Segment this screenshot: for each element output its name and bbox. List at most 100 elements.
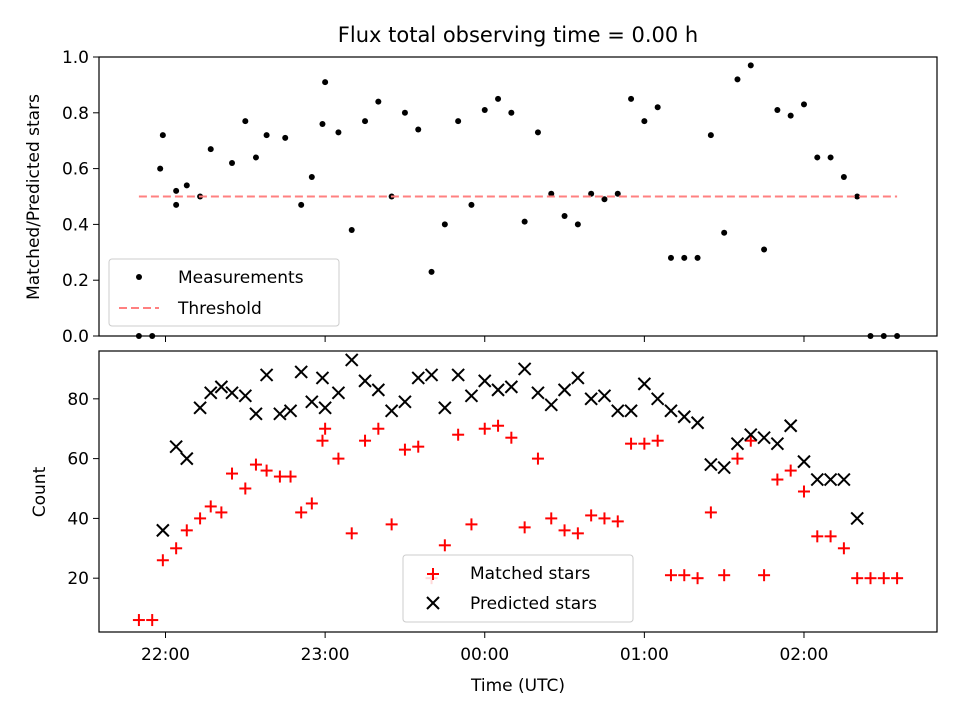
matched-star-point	[215, 506, 228, 519]
predicted-star-point	[424, 368, 439, 382]
predicted-star-point	[504, 380, 519, 394]
matched-star-point	[758, 569, 771, 582]
measurement-point	[628, 95, 635, 102]
ratio-y-ticks: 0.0 0.2 0.4 0.6 0.8 1.0	[62, 48, 99, 347]
measurement-point	[183, 182, 190, 189]
predicted-star-point	[677, 410, 691, 424]
predicted-star-point	[315, 371, 330, 385]
count-legend: Matched stars Predicted stars	[402, 554, 634, 623]
matched-star-point	[571, 527, 584, 540]
matched-star-point	[744, 434, 757, 447]
legend-predicted-label: Predicted stars	[470, 594, 597, 614]
legend-measurements-label: Measurements	[178, 268, 304, 288]
predicted-star-point	[717, 460, 731, 475]
measurement-point	[787, 112, 794, 119]
predicted-star-point	[156, 523, 170, 538]
measurement-point	[774, 107, 781, 114]
matched-star-point	[585, 509, 598, 522]
measurement-point	[252, 154, 259, 161]
measurement-point	[173, 187, 180, 194]
matched-star-point	[505, 431, 518, 444]
predicted-star-point	[850, 511, 864, 526]
matched-star-point	[226, 467, 239, 480]
predicted-star-point	[273, 407, 287, 421]
measurement-point	[298, 201, 305, 208]
matched-star-point	[385, 518, 398, 531]
legend-measurements-marker	[136, 274, 142, 280]
measurement-point	[574, 221, 581, 228]
measurement-point	[468, 201, 475, 208]
measurement-point	[481, 107, 488, 114]
count-x-tick-label: 23:00	[301, 645, 350, 665]
matched-star-point	[611, 515, 624, 528]
measurement-point	[362, 118, 369, 125]
predicted-star-point	[259, 368, 274, 382]
matched-star-point	[180, 524, 193, 537]
count-y-axis-label: Count	[30, 466, 50, 517]
ratio-y-tick-label: 0.2	[62, 271, 89, 291]
count-panel-frame	[98, 350, 938, 633]
matched-star-point	[718, 569, 731, 582]
matched-star-point	[398, 443, 411, 456]
count-x-tick-label: 02:00	[779, 645, 828, 665]
count-y-tick-label: 80	[67, 390, 89, 410]
predicted-star-point	[204, 386, 218, 400]
measurement-point	[761, 246, 768, 253]
matched-star-point	[784, 464, 797, 477]
predicted-star-point	[783, 419, 798, 433]
predicted-star-point	[837, 472, 851, 487]
predicted-star-point	[571, 371, 585, 385]
matched-star-point	[824, 530, 837, 543]
measurement-point	[428, 268, 435, 275]
measurement-point	[401, 109, 408, 116]
count-x-tick-label: 01:00	[620, 645, 669, 665]
predicted-star-point	[249, 407, 263, 421]
predicted-star-point	[797, 454, 811, 469]
matched-star-point	[877, 572, 890, 585]
matched-star-point	[638, 437, 651, 450]
legend-threshold-label: Threshold	[177, 299, 262, 319]
measurement-point	[495, 95, 502, 102]
matched-star-point	[438, 539, 451, 552]
count-legend-box	[402, 554, 634, 623]
measurement-point	[173, 201, 180, 208]
measurement-point	[322, 79, 329, 86]
measurement-point	[641, 118, 648, 125]
measurement-point	[814, 154, 821, 161]
matched-star-point	[478, 422, 491, 435]
chart-title: Flux total observing time = 0.00 h	[338, 23, 698, 47]
matched-star-point	[851, 572, 864, 585]
measurement-point	[734, 76, 741, 83]
count-x-tick-label: 00:00	[460, 645, 509, 665]
measurement-point	[840, 173, 847, 180]
measurement-point	[694, 254, 701, 261]
predicted-star-point	[371, 383, 386, 397]
matched-star-point	[156, 554, 169, 567]
ratio-panel: 0.0 0.2 0.4 0.6 0.8 1.0 Matched/Predicted sta…	[24, 48, 938, 347]
ratio-legend: Measurements Threshold	[108, 258, 340, 327]
matched-star-point	[359, 434, 372, 447]
predicted-star-point	[704, 457, 718, 472]
matched-star-point	[651, 434, 664, 447]
predicted-star-point	[637, 377, 652, 391]
predicted-star-point	[214, 380, 229, 394]
predicted-star-point	[584, 392, 598, 406]
matched-star-point	[518, 521, 531, 534]
ratio-y-tick-label: 0.0	[62, 327, 89, 347]
matched-star-point	[170, 542, 183, 555]
matched-star-point	[558, 524, 571, 537]
matched-star-point	[249, 458, 262, 471]
ratio-x-ticks	[165, 336, 805, 342]
predicted-star-point	[384, 404, 399, 418]
ratio-legend-box	[108, 258, 340, 327]
matched-star-point	[492, 419, 505, 432]
predicted-star-point	[597, 389, 612, 403]
measurement-point	[335, 129, 342, 136]
predicted-star-point	[238, 389, 253, 403]
predicted-star-point	[225, 386, 239, 400]
predicted-star-point	[491, 383, 505, 397]
predicted-star-point	[650, 392, 665, 406]
measurement-point	[588, 190, 595, 197]
legend-matched-label: Matched stars	[470, 564, 590, 584]
